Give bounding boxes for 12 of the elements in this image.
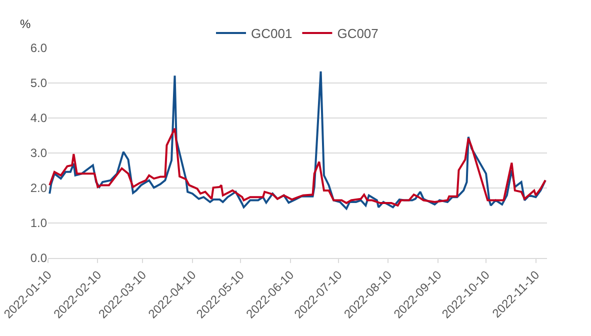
line-series	[48, 128, 546, 206]
line-series	[48, 70, 546, 210]
legend-label: GC001	[251, 26, 292, 42]
y-tick-label: 3.0	[30, 146, 48, 160]
y-tick-label: 5.0	[30, 76, 48, 90]
y-tick-label: 0.0	[30, 251, 48, 266]
y-tick-label: 4.0	[30, 111, 48, 126]
y-tick-label: 1.0	[30, 216, 48, 230]
y-axis-title: %	[20, 17, 31, 31]
legend-label: GC007	[337, 26, 378, 42]
y-tick-label: 2.0	[30, 181, 48, 196]
y-tick-label: 6.0	[30, 41, 48, 56]
